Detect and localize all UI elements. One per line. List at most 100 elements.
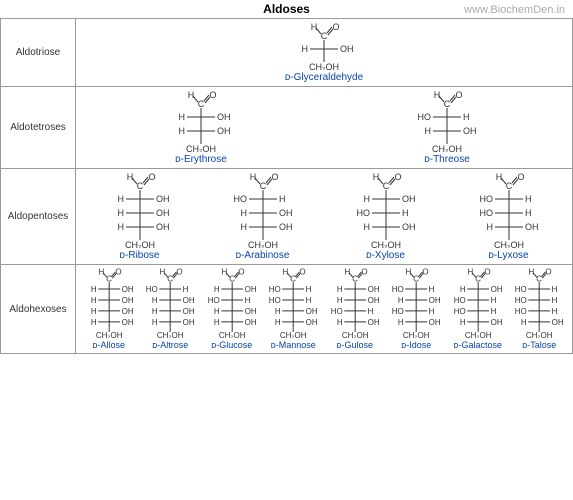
svg-text:H: H [434,90,441,100]
tetrose-cell: HOCHOHHOHCH₂OH ᴅ-Erythrose HOCHOHHOHCH₂O… [76,87,573,169]
svg-text:H: H [221,268,227,276]
idose: HOCHOHHOHHOHHOHCH₂OHᴅ-Idose [386,267,448,351]
svg-text:C: C [229,274,235,283]
svg-text:H: H [244,296,250,305]
svg-text:C: C [167,274,173,283]
svg-text:H: H [459,318,465,327]
fischer-structure: HOCHOHHOHHOHHOHCH₂OH [269,268,317,338]
tetrose-row: Aldotetroses HOCHOHHOHCH₂OH ᴅ-Erythrose … [1,87,573,169]
svg-text:H: H [179,112,186,122]
svg-text:CH₂OH: CH₂OH [371,240,401,248]
svg-text:HO: HO [454,307,466,316]
svg-text:OH: OH [183,307,195,316]
svg-text:HO: HO [515,307,527,316]
svg-text:OH: OH [463,126,477,136]
svg-text:C: C [290,274,296,283]
svg-text:OH: OH [244,318,256,327]
svg-text:H: H [90,296,96,305]
svg-text:H: H [463,112,470,122]
svg-text:C: C [444,99,451,109]
svg-text:OH: OH [121,296,133,305]
svg-text:H: H [490,307,496,316]
svg-text:H: H [249,172,256,182]
svg-text:OH: OH [367,318,379,327]
svg-text:H: H [525,208,532,218]
pentose-label: Aldopentoses [1,169,76,265]
svg-text:O: O [271,172,278,182]
fischer-structure: HOCHOHHOHHOHHOHCH₂OH [208,268,256,338]
svg-text:H: H [275,318,281,327]
svg-text:H: H [302,44,309,54]
svg-text:H: H [213,285,219,294]
svg-text:O: O [422,268,428,276]
svg-text:H: H [336,285,342,294]
svg-text:OH: OH [121,318,133,327]
svg-text:H: H [152,307,158,316]
svg-text:OH: OH [156,222,170,232]
svg-text:C: C [505,181,512,191]
svg-text:CH₂OH: CH₂OH [186,144,216,152]
svg-text:CH₂OH: CH₂OH [125,240,155,248]
idose-name: ᴅ-Idose [387,340,447,350]
svg-text:CH₂OH: CH₂OH [248,240,278,248]
svg-text:O: O [209,90,216,100]
svg-text:OH: OH [244,285,256,294]
svg-text:O: O [484,268,490,276]
svg-text:H: H [90,285,96,294]
svg-text:OH: OH [279,222,293,232]
triose-label: Aldotriose [1,19,76,87]
ribose: HOCHOHHOHHOHCH₂OHᴅ-Ribose [78,171,201,262]
fischer-structure: HOCHOHHOHHOHCH₂OH [232,172,294,248]
svg-text:H: H [283,268,289,276]
svg-text:H: H [279,194,286,204]
svg-text:OH: OH [402,194,416,204]
svg-text:HO: HO [269,296,281,305]
mannose-name: ᴅ-Mannose [264,340,324,350]
fischer-structure: HOCHOHHOHHOHHOHCH₂OH [85,268,133,338]
svg-text:OH: OH [183,296,195,305]
aldoses-table: Aldotriose HOCHOHCH₂OH ᴅ-Glyceraldehyde … [0,18,573,354]
svg-text:H: H [425,126,432,136]
svg-text:C: C [106,274,112,283]
allose: HOCHOHHOHHOHHOHCH₂OHᴅ-Allose [78,267,140,351]
fischer-structure: HOCHOHHOHHOHHOHCH₂OH [515,268,563,338]
svg-text:O: O [455,90,462,100]
svg-text:H: H [367,307,373,316]
svg-text:H: H [363,222,370,232]
fischer-structure: HOCHOHHOHHOHHOHCH₂OH [146,268,194,338]
svg-text:O: O [238,268,244,276]
glucose-name: ᴅ-Glucose [202,340,262,350]
svg-text:H: H [188,90,195,100]
svg-text:H: H [406,268,412,276]
svg-text:O: O [361,268,367,276]
fischer-structure: HOCHOHCH₂OH [293,22,355,70]
fischer-structure: HOCHOHHOHHOHHOHCH₂OH [392,268,440,338]
svg-text:H: H [126,172,133,182]
svg-text:CH₂OH: CH₂OH [464,331,491,338]
svg-text:H: H [306,296,312,305]
svg-text:O: O [545,268,551,276]
lyxose: HOCHOHHOHHOHCH₂OHᴅ-Lyxose [447,171,570,262]
fischer-structure: HOCHOHHOHHOHHOHCH₂OH [331,268,379,338]
svg-text:HO: HO [269,285,281,294]
svg-text:C: C [475,274,481,283]
svg-text:H: H [311,22,318,32]
svg-text:OH: OH [279,208,293,218]
svg-text:HO: HO [418,112,432,122]
glyceraldehyde: HOCHOHCH₂OH ᴅ-Glyceraldehyde [78,21,570,84]
galactose-name: ᴅ-Galactose [448,340,508,350]
svg-text:CH₂OH: CH₂OH [218,331,245,338]
svg-text:HO: HO [479,208,493,218]
svg-text:HO: HO [454,296,466,305]
erythrose-name: ᴅ-Erythrose [79,154,323,165]
svg-text:O: O [148,172,155,182]
ribose-name: ᴅ-Ribose [79,250,200,261]
svg-text:O: O [115,268,121,276]
svg-text:HO: HO [392,307,404,316]
svg-text:H: H [275,307,281,316]
galactose: HOCHOHHOHHOHHOHCH₂OHᴅ-Galactose [447,267,509,351]
hexose-cell: HOCHOHHOHHOHHOHCH₂OHᴅ-Allose HOCHOHHOHHO… [76,265,573,354]
svg-text:H: H [363,194,370,204]
svg-text:OH: OH [429,296,441,305]
svg-text:OH: OH [552,318,564,327]
